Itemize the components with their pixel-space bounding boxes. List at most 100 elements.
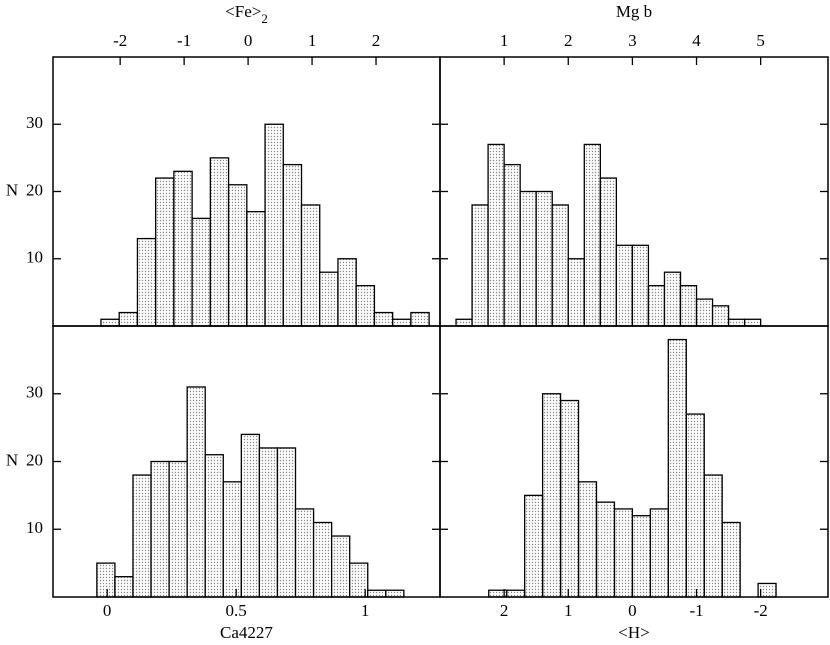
bar (276, 447, 297, 598)
x-axis-label: <Fe>2 (225, 2, 268, 26)
bar (727, 318, 746, 327)
x-tick-label: 2 (564, 31, 573, 50)
bar (649, 508, 669, 598)
bar (337, 258, 357, 327)
bar (227, 184, 248, 327)
x-tick-label: 3 (628, 31, 637, 50)
bar (663, 271, 682, 327)
bar (246, 211, 266, 327)
bar (599, 177, 618, 327)
bar (631, 515, 652, 598)
bar (703, 474, 723, 598)
x-tick-label: -1 (177, 31, 191, 50)
x-tick-label: 1 (308, 31, 317, 50)
bar (118, 311, 139, 327)
y-tick-label: 20 (26, 180, 43, 199)
bar (355, 284, 376, 327)
x-tick-label: 1 (564, 601, 573, 620)
y-tick-label: 10 (26, 248, 43, 267)
x-axis-label-text: Ca4227 (220, 623, 273, 642)
bar (136, 237, 157, 327)
bar (559, 399, 580, 598)
x-axis-label-text: <H> (618, 623, 649, 642)
y-tick-label: 20 (26, 450, 43, 469)
bar (487, 143, 505, 327)
x-tick-label: 2 (500, 601, 509, 620)
bar (541, 393, 562, 598)
bar (503, 163, 521, 327)
x-axis-label: <H> (618, 623, 649, 642)
y-tick-label: 10 (26, 518, 43, 537)
x-axis-label-text: <Fe> (225, 2, 261, 21)
bar (455, 318, 473, 327)
x-tick-label: 1 (500, 31, 509, 50)
bar (222, 481, 242, 598)
bar (551, 204, 569, 327)
bar (312, 521, 333, 598)
bar (186, 386, 206, 598)
panel-frame (439, 325, 829, 598)
y-tick-label: 30 (26, 113, 43, 132)
bar (667, 338, 687, 598)
bar (209, 157, 230, 327)
bar (96, 562, 116, 598)
bar (385, 589, 405, 598)
x-tick-label: 1 (361, 601, 370, 620)
bar (150, 460, 170, 598)
bar (173, 170, 193, 327)
x-tick-label: 0.5 (226, 601, 247, 620)
bar (319, 271, 339, 327)
bar (613, 508, 634, 598)
x-axis-label-text: Mg b (616, 2, 652, 21)
bar (282, 163, 303, 327)
bar (647, 284, 666, 327)
x-tick-label: 5 (756, 31, 765, 50)
bar (583, 143, 601, 327)
x-axis-label: Mg b (616, 2, 652, 21)
bar (519, 190, 537, 327)
bar (615, 244, 634, 327)
bar (595, 501, 616, 598)
bar (743, 318, 762, 327)
bar (410, 311, 430, 327)
bar (631, 244, 650, 327)
x-tick-label: 0 (628, 601, 637, 620)
bar (258, 447, 279, 598)
bar (240, 433, 261, 598)
bar (132, 474, 152, 598)
bar (695, 298, 714, 327)
bar (373, 311, 394, 327)
bar (535, 190, 553, 327)
x-axis-label: Ca4227 (220, 623, 273, 642)
bar (114, 576, 134, 598)
y-axis-label: N (6, 450, 18, 469)
bar (392, 318, 412, 327)
y-tick-label: 30 (26, 383, 43, 402)
bar (471, 204, 489, 327)
bar (506, 589, 526, 598)
x-tick-label: -1 (689, 601, 703, 620)
bar (264, 123, 284, 327)
x-tick-label: 2 (372, 31, 381, 50)
x-axis-label-sub: 2 (261, 11, 268, 26)
y-axis-label: N (6, 180, 18, 199)
bar (294, 508, 315, 598)
bar (300, 204, 321, 327)
bar (191, 217, 212, 327)
bar (367, 589, 387, 598)
bar (155, 177, 175, 327)
x-tick-label: -2 (113, 31, 127, 50)
bar (204, 454, 224, 598)
x-tick-label: 0 (244, 31, 253, 50)
bar (711, 305, 730, 327)
x-tick-label: 4 (692, 31, 701, 50)
x-tick-label: -2 (754, 601, 768, 620)
bar (524, 494, 544, 598)
bar (168, 460, 188, 598)
bar (679, 284, 698, 327)
x-tick-label: 0 (103, 601, 112, 620)
bar (721, 521, 741, 598)
bar (100, 318, 120, 327)
bar (685, 413, 705, 598)
